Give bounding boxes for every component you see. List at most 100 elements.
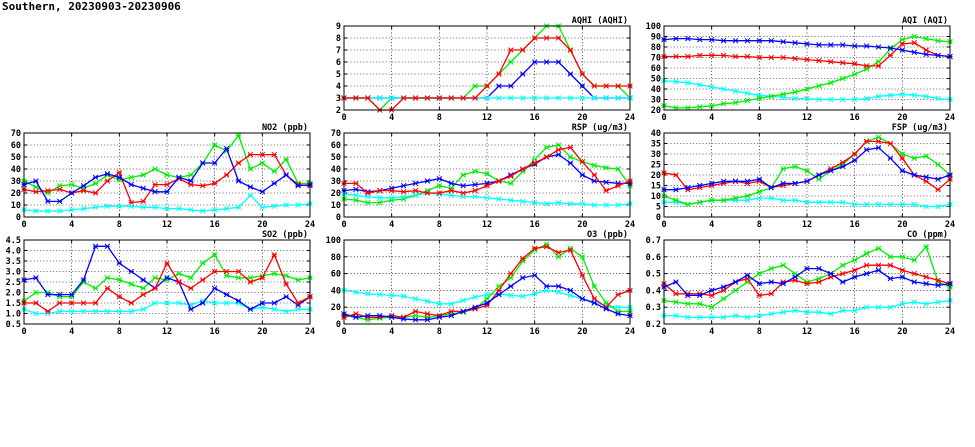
fsp-point-blue — [804, 178, 810, 185]
so2-point-green — [188, 275, 194, 281]
fsp-point-red — [935, 186, 941, 193]
aqi-point-red — [851, 61, 858, 67]
no2-point-red — [45, 187, 51, 194]
so2-point-cyan — [271, 306, 278, 313]
co-point-green — [768, 265, 775, 272]
rsp-point-red — [615, 183, 621, 189]
aqi-point-red — [744, 53, 751, 60]
so2-point-red — [295, 300, 301, 306]
co-point-cyan — [911, 299, 918, 305]
co-point-blue — [756, 280, 763, 287]
o3-ytick-label: 20 — [331, 303, 341, 313]
so2-point-cyan — [116, 308, 123, 315]
aqhi-point-red — [472, 95, 478, 101]
co-point-green — [923, 243, 929, 250]
so2-xtick-label: 4 — [69, 327, 74, 337]
so2-point-blue — [104, 243, 111, 250]
so2-point-red — [128, 300, 135, 306]
rsp-point-cyan — [519, 198, 526, 205]
so2-point-red — [247, 279, 254, 285]
o3-point-cyan — [472, 294, 478, 300]
aqhi-ytick-label: 2 — [336, 106, 341, 116]
rsp-point-cyan — [412, 192, 419, 199]
o3-point-blue — [424, 317, 431, 323]
aqi-point-green — [851, 71, 858, 78]
rsp-point-cyan — [496, 196, 502, 202]
fsp-point-cyan — [756, 195, 763, 201]
o3-xtick-label: 0 — [341, 327, 346, 337]
co-point-cyan — [839, 307, 846, 314]
aqi-point-red — [899, 41, 906, 47]
aqhi-xtick-label: 12 — [482, 113, 492, 123]
no2-ytick-label: 70 — [11, 129, 21, 139]
fsp-point-red — [887, 140, 894, 147]
o3-point-green — [591, 283, 598, 289]
fsp-point-blue — [768, 184, 775, 191]
fsp-point-blue — [887, 155, 894, 161]
so2-point-green — [116, 277, 123, 283]
no2-point-cyan — [283, 202, 289, 208]
so2-point-red — [211, 268, 218, 275]
so2-point-red — [283, 281, 289, 287]
fsp-point-cyan — [828, 199, 834, 206]
so2-point-blue — [211, 285, 218, 292]
so2-point-red — [68, 300, 75, 306]
aqhi-xtick-label: 0 — [341, 113, 346, 123]
fsp-point-green — [804, 168, 810, 174]
so2-point-blue — [199, 300, 206, 306]
aqi-point-blue — [887, 45, 894, 51]
co-ytick-label: 0.3 — [646, 303, 661, 313]
o3-ytick-label: 40 — [331, 286, 341, 296]
rsp-point-green — [567, 154, 574, 160]
fsp-xtick-label: 24 — [945, 220, 955, 230]
aqhi-point-cyan — [603, 95, 609, 101]
fsp-point-blue — [673, 186, 679, 193]
o3-point-green — [412, 312, 419, 319]
rsp-point-red — [496, 178, 502, 184]
so2-point-green — [152, 275, 158, 281]
o3-point-blue — [496, 291, 502, 298]
aqi-point-cyan — [673, 78, 679, 85]
no2-point-red — [247, 151, 254, 158]
co-point-blue — [875, 267, 882, 273]
aqi-point-green — [839, 75, 846, 82]
co-point-cyan — [744, 314, 751, 321]
aqhi-point-red — [579, 71, 586, 77]
rsp-point-red — [508, 173, 514, 179]
fsp-point-blue — [732, 178, 739, 185]
no2-point-green — [211, 142, 218, 148]
o3-point-red — [424, 311, 431, 317]
so2-point-green — [92, 285, 99, 292]
no2-point-blue — [140, 185, 146, 191]
no2-point-blue — [176, 174, 182, 181]
so2-point-blue — [56, 291, 63, 298]
rsp-point-green — [543, 144, 550, 151]
co-point-blue — [696, 292, 703, 299]
o3-ytick-label: 0 — [336, 320, 341, 330]
aqi-point-blue — [828, 42, 834, 48]
fsp-point-blue — [863, 147, 870, 153]
aqi-point-blue — [911, 49, 918, 56]
aqhi-point-blue — [531, 59, 538, 65]
so2-point-cyan — [80, 308, 87, 315]
so2-point-red — [223, 268, 230, 275]
no2-ytick-label: 0 — [16, 213, 21, 223]
aqi-point-cyan — [685, 79, 691, 86]
fsp-ytick-label: 5 — [656, 203, 661, 213]
no2-ytick-label: 60 — [11, 141, 21, 151]
so2-point-cyan — [211, 300, 218, 306]
so2-point-green — [235, 275, 242, 281]
rsp-point-green — [365, 199, 371, 206]
fsp-point-blue — [780, 180, 786, 187]
rsp-frame — [343, 132, 631, 218]
aqhi-point-red — [436, 95, 443, 101]
rsp-point-green — [436, 183, 443, 189]
o3-point-blue — [519, 275, 526, 281]
aqi-point-green — [923, 35, 929, 42]
aqhi-point-blue — [496, 83, 502, 89]
co-point-blue — [887, 275, 894, 282]
so2-point-cyan — [223, 300, 230, 306]
fsp-point-blue — [720, 178, 727, 185]
so2-ytick-label: 4.0 — [6, 247, 21, 257]
